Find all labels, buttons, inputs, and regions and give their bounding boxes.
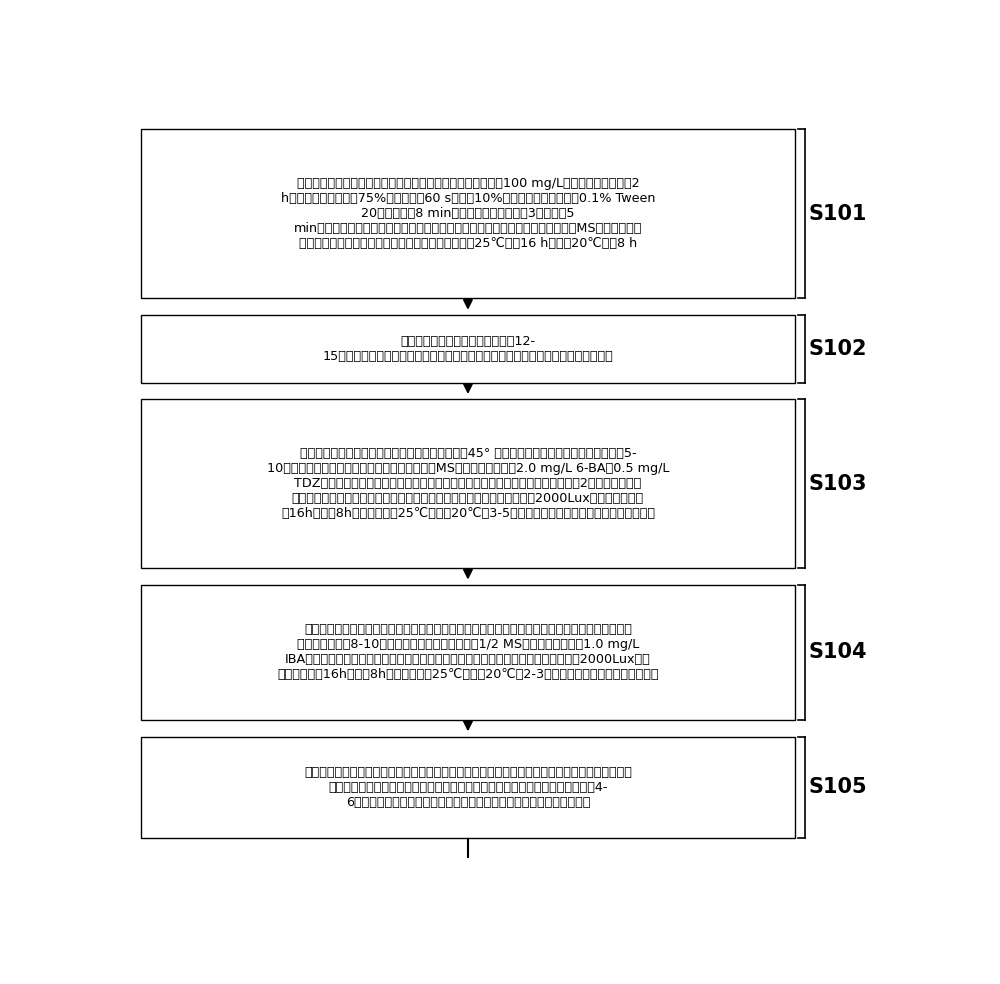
Text: S102: S102 (809, 338, 867, 359)
Text: 苦荞麦组织培养无菌苗的获得：选择颗粒饱满的苦荞种子，在100 mg/L的赤霉素溶液中浸泡2: 苦荞麦组织培养无菌苗的获得：选择颗粒饱满的苦荞种子，在100 mg/L的赤霉素溶… (297, 177, 639, 191)
Text: ，每瓶接种数为8-10株，瓶中生根培养基的配置为1/2 MS基础培养基中添加1.0 mg/L: ，每瓶接种数为8-10株，瓶中生根培养基的配置为1/2 MS基础培养基中添加1.… (297, 639, 639, 651)
Bar (140, 737, 795, 838)
Text: 苦荞再生植株的炼苗与移栽：选择组培瓶中生长健壮的苦荞麦再生苗，打开瓶盖，轻轻洗去不定根: 苦荞再生植株的炼苗与移栽：选择组培瓶中生长健壮的苦荞麦再生苗，打开瓶盖，轻轻洗去… (304, 766, 632, 778)
Text: S104: S104 (809, 643, 867, 662)
Text: 苦荞麦再生芽诱导生根：将上述诱导出的苦荞麦不定芽从基部切下，将其垂直插入到生根培养基中: 苦荞麦再生芽诱导生根：将上述诱导出的苦荞麦不定芽从基部切下，将其垂直插入到生根培… (304, 624, 632, 637)
Bar (140, 584, 795, 720)
Text: S105: S105 (809, 777, 867, 797)
Text: 天16h、夜间8h，温度为白天25℃、夜间20℃，3-5周后在培养皿中即可得到众多诱导的不定芽: 天16h、夜间8h，温度为白天25℃、夜间20℃，3-5周后在培养皿中即可得到众… (281, 507, 655, 521)
Text: 于人工光照培养箱中进行不定芽的诱导；期间，光照培养箱中光照强度为2000Lux，光照时间为白: 于人工光照培养箱中进行不定芽的诱导；期间，光照培养箱中光照强度为2000Lux，… (292, 492, 644, 505)
Text: S101: S101 (809, 204, 867, 224)
Bar (140, 130, 795, 298)
Text: h，剥去种皮，之后用75%的乙醇浸泡60 s，再用10%的次氯酸钠（其中含有0.1% Tween: h，剥去种皮，之后用75%的乙醇浸泡60 s，再用10%的次氯酸钠（其中含有0.… (281, 193, 655, 206)
Text: min，最后，将灭菌后的种子均匀铺于滤纸上，吸干其表面残留水分后均匀播撒至MS培养基上，之: min，最后，将灭菌后的种子均匀铺于滤纸上，吸干其表面残留水分后均匀播撒至MS培… (294, 222, 642, 235)
Text: 苦荞麦丛生芽的诱导：将剪取的苦荞麦外植体倾斜45° 插入培养基之中，每个培养基中接种数5-: 苦荞麦丛生芽的诱导：将剪取的苦荞麦外植体倾斜45° 插入培养基之中，每个培养基中… (300, 447, 636, 461)
Text: 后，将处理好的种子放于光照培养箱中，温度为白天25℃光照16 h，夜间20℃持续8 h: 后，将处理好的种子放于光照培养箱中，温度为白天25℃光照16 h，夜间20℃持续… (299, 237, 637, 250)
Text: TDZ，之后，将接种好苦荞麦外植体的培养皿置于暗室中进行暗处理，处理时间为2天，之后将其置: TDZ，之后，将接种好苦荞麦外植体的培养皿置于暗室中进行暗处理，处理时间为2天，… (294, 477, 642, 490)
Text: 上的培养基，注意不要伤及根部，将其移栽到装有营养土的花盆中，在室内炼苗4-: 上的培养基，注意不要伤及根部，将其移栽到装有营养土的花盆中，在室内炼苗4- (328, 780, 608, 794)
Bar (140, 400, 795, 568)
Text: 20）震荡处理8 min，接着使用无菌水冲洗3次，每次5: 20）震荡处理8 min，接着使用无菌水冲洗3次，每次5 (361, 208, 575, 220)
Text: IBA；随后将培养瓶放置于人工光照培养箱中进行生根培养，光照培养箱中光照强度为2000Lux，光: IBA；随后将培养瓶放置于人工光照培养箱中进行生根培养，光照培养箱中光照强度为2… (285, 653, 651, 666)
Text: 15日龄的苦荞麦无菌苗，在超净工作台内剪取苦荞组培苗的顶端分生组织作为外植体: 15日龄的苦荞麦无菌苗，在超净工作台内剪取苦荞组培苗的顶端分生组织作为外植体 (323, 349, 613, 363)
Text: 6天，再将花盆中的再生苦荞麦幼苗取出，最后移栽至松软的土壤中生长: 6天，再将花盆中的再生苦荞麦幼苗取出，最后移栽至松软的土壤中生长 (346, 796, 590, 809)
Text: 10个外植体；苦荞麦丛生芽诱导培养基的配置为MS基础培养基中添加2.0 mg/L 6-BA和0.5 mg/L: 10个外植体；苦荞麦丛生芽诱导培养基的配置为MS基础培养基中添加2.0 mg/L… (267, 462, 669, 475)
Bar (140, 315, 795, 383)
Text: 苦荞麦快速再生外植体的制备：取12-: 苦荞麦快速再生外植体的制备：取12- (400, 335, 536, 347)
Text: S103: S103 (809, 473, 867, 494)
Text: 照时间为白天16h、夜间8h，温度为白天25℃、夜间20℃，2-3周后在组培瓶中的不定芽即可生根: 照时间为白天16h、夜间8h，温度为白天25℃、夜间20℃，2-3周后在组培瓶中… (277, 668, 659, 681)
